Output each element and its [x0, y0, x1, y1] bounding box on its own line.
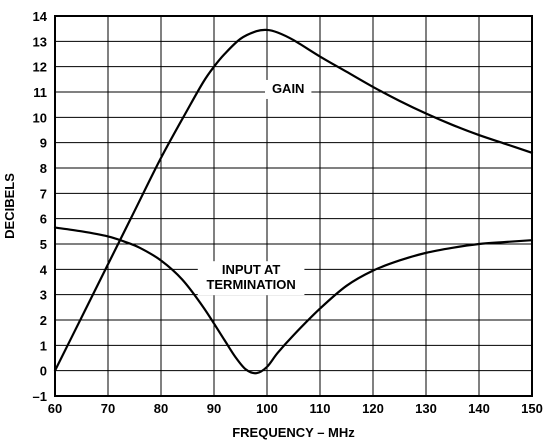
x-tick-label: 120 — [362, 401, 384, 416]
y-tick-label: 14 — [33, 9, 48, 24]
plot-frame — [54, 15, 533, 397]
y-tick-label: 3 — [40, 288, 47, 303]
grid-lines — [54, 15, 533, 397]
y-tick-label: 10 — [33, 110, 47, 125]
x-tick-label: 130 — [415, 401, 437, 416]
series-label-line: INPUT AT — [222, 262, 281, 277]
series-line-input-at-termination — [53, 226, 534, 375]
y-tick-label: 0 — [40, 364, 47, 379]
series-label-line: TERMINATION — [206, 277, 295, 292]
series-label-gain: GAIN — [265, 79, 312, 99]
series-label-line: GAIN — [272, 81, 305, 96]
x-tick-label: 140 — [468, 401, 490, 416]
y-tick-label: 6 — [40, 212, 47, 227]
y-tick-label: 5 — [40, 237, 47, 252]
y-tick-label: 7 — [40, 186, 47, 201]
x-axis-title: FREQUENCY – MHz — [232, 425, 355, 440]
y-tick-label: –1 — [33, 389, 47, 404]
x-tick-label: 110 — [310, 401, 331, 416]
x-tick-label: 80 — [154, 401, 168, 416]
y-tick-label: 1 — [40, 338, 47, 353]
x-tick-label: 100 — [256, 401, 278, 416]
series-label-backing — [197, 261, 305, 296]
y-tick-label: 8 — [40, 161, 47, 176]
series-label-backing — [265, 79, 312, 99]
y-tick-label: 4 — [40, 262, 48, 277]
y-tick-label: 2 — [40, 313, 47, 328]
series-curves — [53, 28, 534, 375]
x-axis-tick-labels: 60 70 80 90 100 110 120 130 140 150 — [48, 401, 543, 416]
y-tick-label: 11 — [33, 85, 47, 100]
x-tick-label: 70 — [101, 401, 115, 416]
x-tick-label: 150 — [521, 401, 543, 416]
x-tick-label: 60 — [48, 401, 62, 416]
y-tick-label: 9 — [40, 136, 47, 151]
y-axis-title: DECIBELS — [2, 173, 17, 239]
series-line-gain — [53, 28, 534, 372]
y-tick-label: 12 — [33, 60, 47, 75]
x-tick-label: 90 — [207, 401, 221, 416]
y-tick-label: 13 — [33, 34, 47, 49]
